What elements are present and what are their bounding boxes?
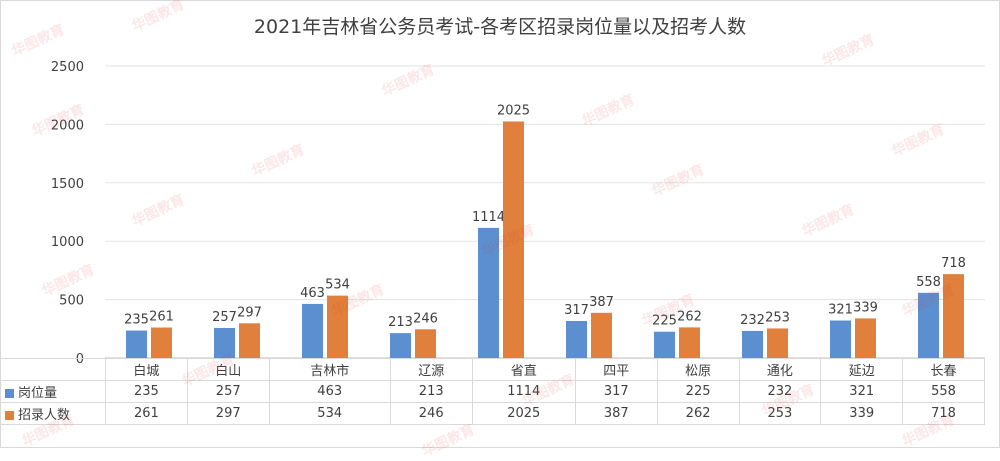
data-label: 339 bbox=[853, 300, 878, 315]
data-label: 1114 bbox=[472, 210, 505, 225]
category-label: 辽源 bbox=[389, 358, 473, 381]
data-label: 225 bbox=[652, 314, 677, 329]
bar bbox=[591, 312, 612, 358]
y-tick-label: 1000 bbox=[51, 235, 84, 250]
legend-swatch bbox=[5, 411, 14, 420]
bar bbox=[855, 318, 876, 358]
table-value: 1114 bbox=[471, 380, 576, 403]
table-value: 534 bbox=[268, 402, 391, 425]
table-value: 321 bbox=[820, 380, 904, 403]
bar bbox=[918, 292, 939, 358]
bar bbox=[654, 331, 675, 358]
bar bbox=[830, 320, 851, 358]
bar bbox=[566, 320, 587, 358]
data-label: 213 bbox=[388, 315, 413, 330]
chart-title: 2021年吉林省公务员考试-各考区招录岗位量以及招考人数 bbox=[253, 16, 747, 38]
table-corner bbox=[0, 358, 106, 381]
bar bbox=[767, 328, 788, 358]
data-label: 321 bbox=[828, 303, 853, 318]
bar bbox=[302, 303, 323, 358]
data-label: 235 bbox=[124, 313, 149, 328]
data-label: 387 bbox=[589, 295, 614, 310]
legend-swatch bbox=[5, 389, 14, 398]
category-label: 四平 bbox=[574, 358, 658, 381]
bar bbox=[415, 329, 436, 358]
table-value: 261 bbox=[105, 402, 188, 425]
bar bbox=[679, 327, 700, 358]
data-label: 246 bbox=[413, 311, 438, 326]
table-value: 339 bbox=[820, 402, 904, 425]
table-value: 232 bbox=[738, 380, 822, 403]
data-label: 463 bbox=[300, 286, 325, 301]
bar bbox=[126, 330, 147, 358]
y-tick-label: 1500 bbox=[51, 177, 84, 192]
data-label: 297 bbox=[237, 305, 262, 320]
data-label: 262 bbox=[677, 309, 702, 324]
bar bbox=[214, 327, 235, 358]
category-label: 省直 bbox=[471, 358, 576, 381]
bar bbox=[327, 295, 348, 358]
bar bbox=[742, 330, 763, 358]
table-value: 718 bbox=[902, 402, 985, 425]
table-value: 262 bbox=[656, 402, 740, 425]
bar bbox=[239, 323, 260, 358]
category-label: 长春 bbox=[902, 358, 985, 381]
data-table: 白城 白山 吉林市 辽源 省直 四平 松原 通化 延边 长春岗位量 235 257 463 213 1114… bbox=[0, 358, 985, 425]
data-label: 261 bbox=[149, 310, 174, 325]
category-label: 松原 bbox=[656, 358, 740, 381]
bar bbox=[943, 274, 964, 358]
table-value: 463 bbox=[268, 380, 391, 403]
table-value: 253 bbox=[738, 402, 822, 425]
bar bbox=[503, 121, 524, 358]
data-label: 534 bbox=[325, 278, 350, 293]
data-label: 718 bbox=[941, 256, 966, 271]
category-label: 通化 bbox=[738, 358, 822, 381]
table-value: 225 bbox=[656, 380, 740, 403]
legend-entry: 招录人数 bbox=[0, 402, 106, 425]
table-value: 213 bbox=[389, 380, 473, 403]
table-value: 2025 bbox=[471, 402, 576, 425]
table-value: 257 bbox=[186, 380, 270, 403]
data-label: 232 bbox=[740, 313, 765, 328]
data-label: 2025 bbox=[497, 103, 530, 118]
data-label: 558 bbox=[916, 275, 941, 290]
table-value: 387 bbox=[574, 402, 658, 425]
table-value: 317 bbox=[574, 380, 658, 403]
category-label: 白山 bbox=[186, 358, 270, 381]
bar bbox=[390, 333, 411, 358]
table-value: 235 bbox=[105, 380, 188, 403]
y-tick-label: 2500 bbox=[51, 60, 84, 75]
bar bbox=[478, 227, 499, 358]
y-tick-label: 2000 bbox=[51, 118, 84, 133]
y-tick-label: 500 bbox=[59, 294, 84, 309]
bar bbox=[151, 327, 172, 358]
category-label: 吉林市 bbox=[268, 358, 391, 381]
table-value: 558 bbox=[902, 380, 985, 403]
table-value: 246 bbox=[389, 402, 473, 425]
category-label: 延边 bbox=[820, 358, 904, 381]
data-label: 317 bbox=[564, 303, 589, 318]
data-label: 253 bbox=[765, 310, 790, 325]
legend-entry: 岗位量 bbox=[0, 380, 106, 403]
data-label: 257 bbox=[212, 310, 237, 325]
category-label: 白城 bbox=[105, 358, 188, 381]
table-value: 297 bbox=[186, 402, 270, 425]
